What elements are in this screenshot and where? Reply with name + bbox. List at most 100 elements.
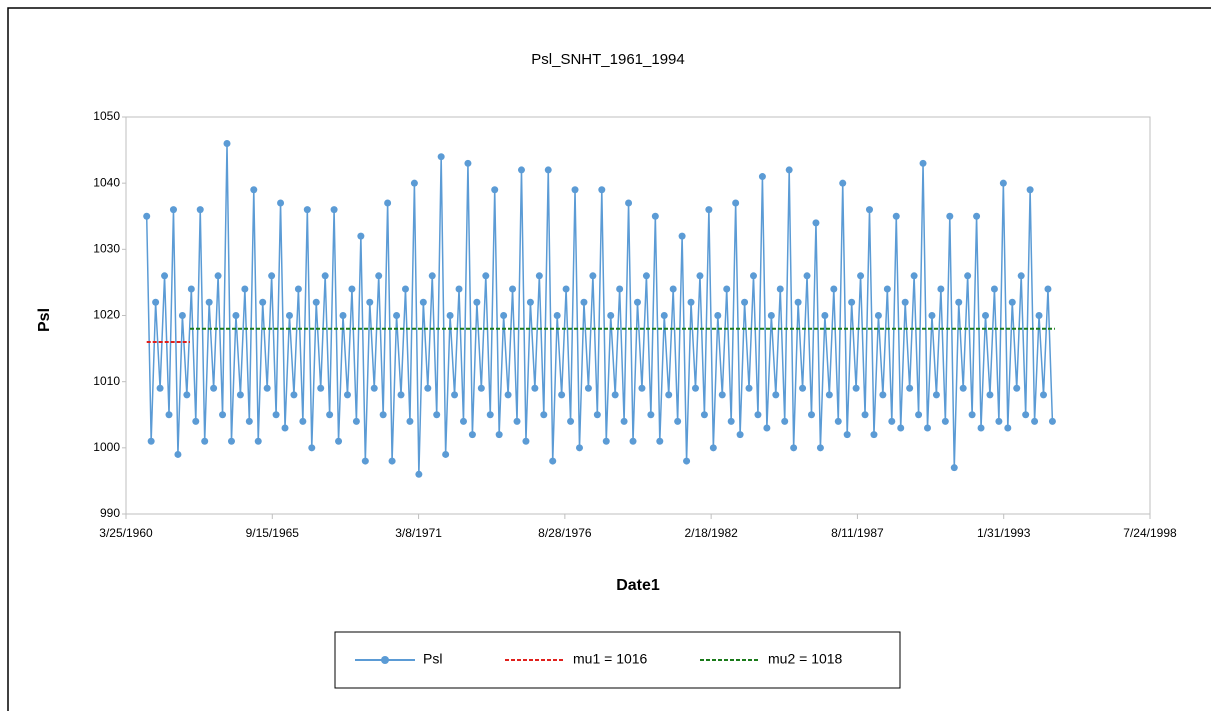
- data-point: [714, 312, 722, 319]
- data-point: [192, 417, 200, 425]
- data-point: [500, 312, 508, 319]
- data-point: [575, 444, 583, 452]
- data-point: [254, 437, 262, 445]
- data-point: [223, 139, 231, 147]
- data-point: [504, 391, 512, 399]
- data-point: [776, 285, 784, 293]
- data-point: [906, 384, 914, 392]
- data-point: [526, 298, 534, 306]
- data-point: [923, 424, 931, 432]
- data-point: [513, 417, 521, 425]
- data-point: [683, 457, 691, 465]
- data-point: [1022, 411, 1030, 419]
- data-point: [946, 212, 954, 220]
- data-point: [977, 424, 985, 432]
- data-point: [455, 285, 463, 293]
- data-point: [718, 391, 726, 399]
- data-point: [473, 298, 481, 306]
- data-point: [294, 285, 302, 293]
- data-point: [352, 417, 360, 425]
- data-point: [214, 272, 222, 280]
- data-point: [183, 391, 191, 399]
- data-point: [897, 424, 905, 432]
- data-point: [964, 272, 972, 280]
- data-point: [245, 417, 253, 425]
- data-point: [277, 199, 285, 207]
- data-point: [477, 384, 485, 392]
- data-point: [772, 391, 780, 399]
- data-point: [674, 417, 682, 425]
- data-point: [834, 417, 842, 425]
- data-point: [669, 285, 677, 293]
- data-point: [982, 312, 990, 319]
- data-point: [598, 186, 606, 194]
- data-point: [736, 431, 744, 439]
- data-point: [442, 450, 450, 458]
- data-point: [790, 444, 798, 452]
- data-point: [607, 312, 615, 319]
- data-point: [1048, 417, 1056, 425]
- data-point: [201, 437, 209, 445]
- y-axis-label: Psl: [36, 308, 53, 332]
- data-point: [531, 384, 539, 392]
- x-tick-label: 1/31/1993: [977, 526, 1031, 540]
- y-tick-label: 1000: [93, 440, 120, 454]
- data-point: [397, 391, 405, 399]
- x-axis-label: Date1: [616, 577, 660, 594]
- data-point: [647, 411, 655, 419]
- data-point: [901, 298, 909, 306]
- data-point: [741, 298, 749, 306]
- data-point: [995, 417, 1003, 425]
- data-point: [486, 411, 494, 419]
- data-point: [932, 391, 940, 399]
- data-point: [187, 285, 195, 293]
- data-point: [250, 186, 258, 194]
- data-point: [370, 384, 378, 392]
- data-point: [290, 391, 298, 399]
- data-point: [236, 391, 244, 399]
- data-point: [326, 411, 334, 419]
- y-tick-label: 1030: [93, 242, 120, 256]
- data-point: [732, 199, 740, 207]
- data-point: [593, 411, 601, 419]
- data-point: [955, 298, 963, 306]
- data-point: [691, 384, 699, 392]
- data-point: [986, 391, 994, 399]
- x-tick-label: 8/28/1976: [538, 526, 592, 540]
- data-point: [330, 206, 338, 214]
- y-tick-label: 1040: [93, 175, 120, 189]
- data-point: [843, 431, 851, 439]
- data-point: [656, 437, 664, 445]
- data-point: [540, 411, 548, 419]
- data-point: [941, 417, 949, 425]
- data-point: [1026, 186, 1034, 194]
- data-point: [357, 232, 365, 240]
- data-point: [1031, 417, 1039, 425]
- data-point: [633, 298, 641, 306]
- data-point: [339, 312, 347, 319]
- data-point: [754, 411, 762, 419]
- data-point: [567, 417, 575, 425]
- data-point: [308, 444, 316, 452]
- data-point: [433, 411, 441, 419]
- data-point: [1035, 312, 1043, 319]
- data-point: [620, 417, 628, 425]
- data-point: [990, 285, 998, 293]
- y-tick-label: 1010: [93, 374, 120, 388]
- data-point: [343, 391, 351, 399]
- data-point: [865, 206, 873, 214]
- data-point: [227, 437, 235, 445]
- chart-title: Psl_SNHT_1961_1994: [531, 51, 684, 68]
- data-point: [874, 312, 882, 319]
- data-point: [147, 437, 155, 445]
- data-point: [544, 166, 552, 174]
- data-point: [830, 285, 838, 293]
- data-point: [723, 285, 731, 293]
- data-point: [602, 437, 610, 445]
- data-point: [437, 153, 445, 161]
- data-point: [660, 312, 668, 319]
- data-point: [241, 285, 249, 293]
- data-point: [415, 470, 423, 478]
- series-line: [145, 143, 1054, 475]
